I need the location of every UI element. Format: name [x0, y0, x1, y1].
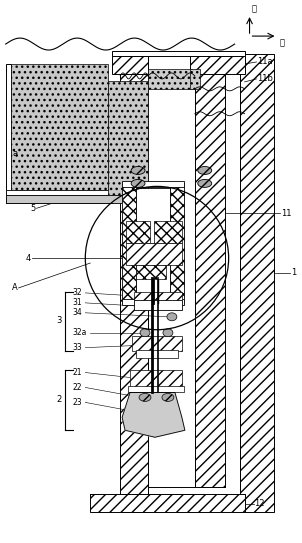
Text: 11b: 11b	[258, 74, 273, 84]
Ellipse shape	[198, 167, 212, 174]
Bar	[132, 243, 174, 253]
Text: 32: 32	[72, 288, 82, 298]
Bar	[128, 387, 184, 393]
Bar	[120, 54, 148, 512]
Text: 31: 31	[72, 298, 82, 307]
Bar	[11, 64, 108, 198]
Text: 12: 12	[255, 500, 265, 508]
Text: 右: 右	[279, 38, 284, 47]
Bar	[126, 243, 182, 265]
Bar	[130, 370, 182, 388]
Text: 11: 11	[281, 209, 292, 218]
Text: a: a	[12, 149, 18, 158]
Bar	[148, 69, 192, 89]
Text: 32a: 32a	[72, 328, 87, 337]
Bar	[126, 221, 150, 243]
Bar	[136, 350, 178, 358]
Bar	[90, 494, 245, 512]
Text: 5: 5	[30, 204, 36, 213]
Text: 23: 23	[72, 398, 82, 407]
Text: 21: 21	[72, 368, 82, 377]
Bar	[112, 51, 245, 56]
Bar	[6, 64, 11, 203]
Bar	[239, 54, 275, 512]
Bar	[148, 54, 195, 487]
Bar	[122, 181, 184, 187]
Ellipse shape	[140, 329, 150, 337]
Bar	[225, 54, 239, 487]
Text: A: A	[12, 283, 18, 293]
Bar	[6, 195, 125, 203]
Bar	[170, 184, 184, 303]
Ellipse shape	[162, 394, 174, 401]
Bar	[108, 81, 148, 195]
Bar	[122, 184, 136, 303]
Bar	[134, 292, 182, 300]
Bar	[154, 221, 182, 243]
Ellipse shape	[131, 167, 145, 174]
Bar	[6, 191, 125, 195]
Bar	[195, 54, 225, 487]
Bar	[190, 69, 200, 89]
Polygon shape	[122, 393, 185, 437]
Text: 22: 22	[72, 383, 82, 392]
Bar	[136, 265, 166, 279]
Bar	[6, 198, 113, 203]
Text: 3: 3	[56, 316, 61, 325]
Ellipse shape	[163, 329, 173, 337]
Bar	[134, 300, 182, 310]
Text: 34: 34	[72, 308, 82, 317]
Text: 33: 33	[72, 343, 82, 352]
Text: 上: 上	[252, 4, 256, 13]
Ellipse shape	[198, 179, 212, 187]
Bar	[136, 188, 170, 298]
Text: 2: 2	[56, 395, 61, 404]
Text: 4: 4	[25, 254, 31, 263]
Bar	[122, 299, 184, 305]
Ellipse shape	[167, 313, 177, 321]
Text: 11a: 11a	[258, 58, 273, 66]
Text: 1: 1	[291, 268, 297, 277]
Bar	[112, 56, 148, 74]
Ellipse shape	[131, 179, 145, 187]
Ellipse shape	[139, 394, 151, 401]
Bar	[190, 56, 245, 74]
Bar	[132, 336, 182, 351]
